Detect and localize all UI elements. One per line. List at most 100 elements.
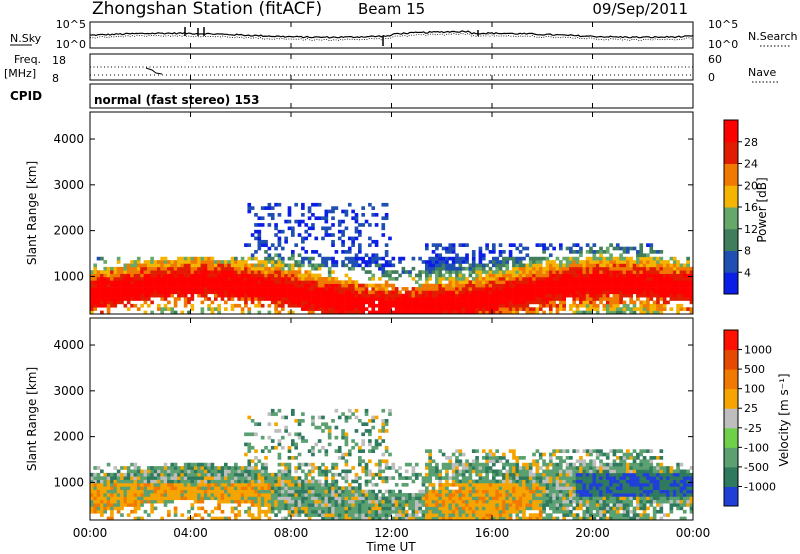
velocity-cell bbox=[508, 466, 513, 470]
velocity-cell bbox=[458, 493, 463, 497]
velocity-cell bbox=[388, 499, 392, 504]
power-cell bbox=[609, 266, 613, 271]
power-cell bbox=[294, 243, 298, 247]
velocity-cell bbox=[431, 466, 436, 470]
velocity-cell bbox=[465, 493, 469, 497]
power-cell bbox=[254, 256, 258, 261]
power-cell bbox=[435, 290, 439, 295]
power-cell bbox=[240, 287, 245, 291]
velocity-cell bbox=[133, 506, 138, 511]
power-cell bbox=[488, 303, 493, 308]
power-cell bbox=[126, 290, 131, 295]
power-cell bbox=[441, 300, 446, 305]
power-cell bbox=[528, 293, 533, 298]
power-cell bbox=[525, 253, 530, 258]
power-cell bbox=[100, 283, 104, 288]
velocity-cell bbox=[311, 422, 315, 427]
power-cell bbox=[331, 239, 335, 244]
power-cell bbox=[160, 273, 164, 278]
power-cell bbox=[291, 287, 295, 291]
power-cell bbox=[458, 270, 463, 274]
velocity-cell bbox=[314, 499, 319, 504]
velocity-cell bbox=[123, 496, 128, 501]
velocity-cell bbox=[451, 503, 456, 507]
velocity-cell bbox=[187, 486, 191, 490]
power-cell bbox=[100, 293, 104, 298]
power-cell bbox=[103, 293, 108, 298]
power-cell bbox=[301, 263, 305, 268]
power-cell bbox=[146, 293, 151, 298]
power-cell bbox=[461, 300, 466, 305]
power-cell bbox=[652, 280, 657, 284]
power-cell bbox=[270, 266, 275, 271]
power-cell bbox=[676, 270, 680, 274]
velocity-cell bbox=[327, 503, 332, 507]
velocity-cell bbox=[280, 516, 285, 521]
power-cell bbox=[297, 273, 302, 278]
velocity-cell bbox=[100, 499, 104, 504]
power-cell bbox=[220, 283, 225, 288]
velocity-cell bbox=[354, 442, 359, 447]
power-cell bbox=[217, 310, 221, 315]
power-cell bbox=[140, 266, 144, 271]
power-cell bbox=[371, 276, 376, 281]
power-cell bbox=[689, 283, 694, 288]
power-cell bbox=[532, 290, 536, 295]
power-cell bbox=[314, 297, 319, 301]
velocity-cell bbox=[468, 503, 473, 507]
velocity-cell bbox=[388, 466, 392, 470]
power-cell bbox=[425, 287, 429, 291]
velocity-cell bbox=[354, 476, 359, 480]
velocity-cell bbox=[180, 469, 185, 474]
velocity-cell bbox=[321, 516, 325, 521]
velocity-cell bbox=[197, 472, 201, 477]
power-cell bbox=[451, 263, 456, 268]
power-cell bbox=[471, 280, 476, 284]
power-cell bbox=[545, 276, 550, 281]
power-cell bbox=[478, 293, 483, 298]
power-cell bbox=[317, 253, 322, 258]
velocity-cell bbox=[90, 503, 94, 507]
power-cell bbox=[609, 300, 613, 305]
power-cell bbox=[143, 276, 148, 281]
velocity-cell bbox=[237, 472, 242, 477]
velocity-cell bbox=[341, 513, 345, 517]
power-cell bbox=[629, 266, 633, 271]
power-cell bbox=[448, 250, 453, 254]
power-cell bbox=[287, 276, 292, 281]
power-cell bbox=[277, 243, 282, 247]
power-cell bbox=[274, 270, 278, 274]
power-cell bbox=[341, 219, 345, 224]
power-cell bbox=[445, 297, 449, 301]
power-cell bbox=[535, 276, 540, 281]
power-cell bbox=[622, 246, 627, 251]
power-cell bbox=[398, 310, 402, 315]
velocity-cell bbox=[146, 472, 151, 477]
power-cell bbox=[210, 273, 215, 278]
velocity-cell bbox=[190, 476, 195, 480]
power-cell bbox=[314, 202, 319, 207]
velocity-cell bbox=[317, 499, 322, 504]
velocity-cell bbox=[448, 503, 453, 507]
power-cell bbox=[378, 287, 382, 291]
velocity-cell bbox=[220, 493, 225, 497]
velocity-cell bbox=[120, 489, 124, 494]
velocity-cell bbox=[133, 472, 138, 477]
velocity-cell bbox=[187, 493, 191, 497]
velocity-cell bbox=[307, 506, 312, 511]
velocity-cell bbox=[398, 516, 402, 521]
power-cell bbox=[378, 263, 382, 268]
power-cell bbox=[347, 276, 352, 281]
power-cell bbox=[106, 273, 111, 278]
power-cell bbox=[237, 283, 242, 288]
velocity-cell bbox=[492, 509, 496, 514]
power-cell bbox=[502, 283, 506, 288]
power-cell bbox=[441, 297, 446, 301]
velocity-cell bbox=[217, 476, 221, 480]
power-cell bbox=[518, 300, 523, 305]
velocity-cell bbox=[465, 489, 469, 494]
power-cell bbox=[515, 246, 520, 251]
power-cell bbox=[425, 310, 429, 315]
power-cell bbox=[210, 287, 215, 291]
velocity-cell bbox=[304, 506, 309, 511]
